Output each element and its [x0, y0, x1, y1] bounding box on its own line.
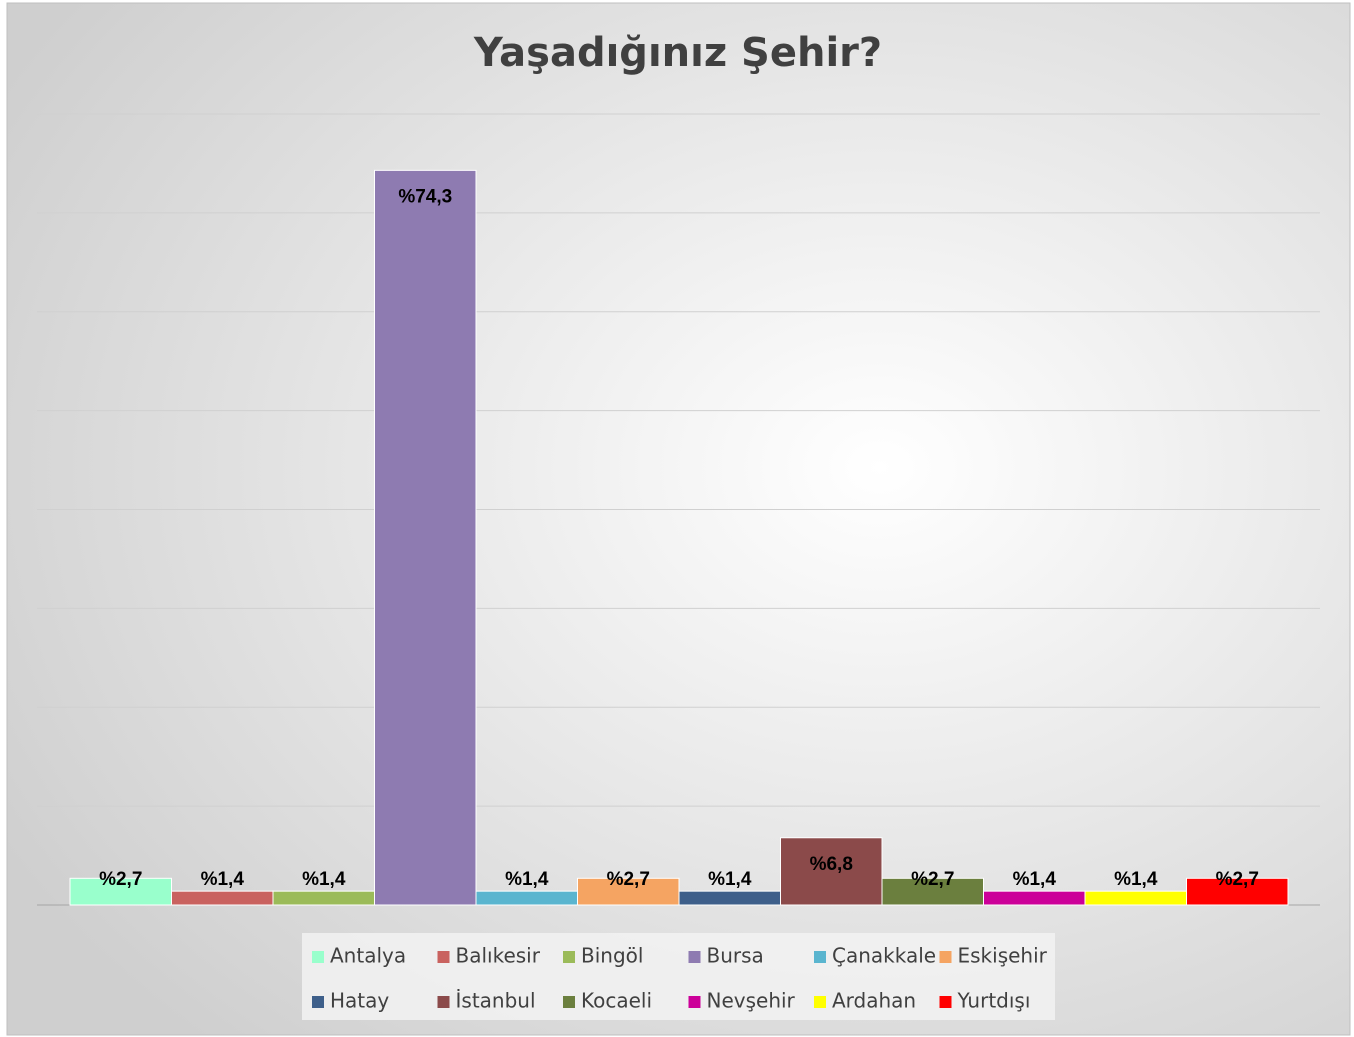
legend-marker [312, 951, 324, 963]
legend-label: Kocaeli [581, 989, 652, 1013]
legend-box [302, 933, 1055, 1020]
legend-marker [437, 996, 450, 1008]
chart-title: Yaşadığınız Şehir? [473, 30, 882, 76]
legend-marker [563, 951, 575, 963]
bar [678, 890, 781, 906]
bar [983, 890, 1086, 906]
legend-label: Hatay [330, 989, 389, 1013]
bar [374, 169, 477, 906]
data-label: %2,7 [911, 869, 954, 890]
bar [272, 890, 375, 906]
legend-marker [939, 996, 952, 1008]
data-label: %1,4 [302, 869, 346, 890]
legend-label: Yurtdışı [957, 989, 1031, 1013]
data-label: %2,7 [607, 869, 650, 890]
data-label: %74,3 [398, 186, 452, 207]
data-label: %1,4 [708, 869, 752, 890]
bar [881, 877, 984, 906]
chart-background [6, 2, 1351, 1036]
bar [69, 877, 172, 906]
data-label: %6,8 [810, 854, 853, 875]
data-label: %2,7 [1216, 869, 1259, 890]
data-label: %1,4 [201, 869, 245, 890]
legend-label: Balıkesir [456, 944, 541, 968]
data-label: %2,7 [99, 869, 142, 890]
bar [780, 837, 883, 906]
data-label: %1,4 [1114, 869, 1158, 890]
data-label: %1,4 [1013, 869, 1057, 890]
legend-marker [688, 996, 701, 1008]
data-label: %1,4 [505, 869, 549, 890]
legend-marker [814, 996, 826, 1008]
legend-label: Nevşehir [707, 989, 796, 1013]
legend-label: Eskişehir [958, 944, 1048, 968]
bar [1084, 890, 1187, 906]
legend-marker [688, 951, 701, 963]
legend-marker [814, 951, 826, 963]
legend-label: Bursa [707, 944, 764, 968]
bar [1186, 877, 1289, 906]
legend-label: Çanakkale [832, 944, 936, 968]
legend-marker [312, 996, 324, 1008]
bar [577, 877, 680, 906]
legend-label: Bingöl [581, 944, 643, 968]
legend-marker [563, 996, 575, 1008]
legend-marker [939, 951, 952, 963]
bar [171, 890, 274, 906]
legend-label: Antalya [330, 944, 406, 968]
bar [475, 890, 578, 906]
legend-label: İstanbul [456, 989, 536, 1013]
legend-marker [437, 951, 450, 963]
legend-label: Ardahan [832, 989, 916, 1013]
